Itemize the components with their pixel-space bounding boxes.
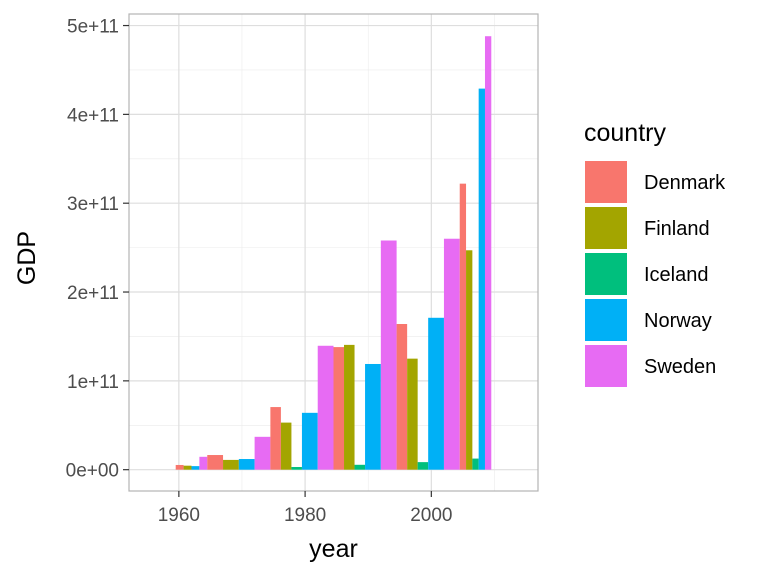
- bar-norway-2007: [478, 88, 485, 470]
- legend-label-norway: Norway: [644, 310, 712, 332]
- bar-finland-1997: [407, 358, 418, 470]
- legend-title: country: [584, 119, 666, 147]
- x-tick-label: 2000: [410, 505, 452, 526]
- y-axis-ticks: 0e+00 1e+11 2e+11 3e+11 4e+11 5e+11: [66, 17, 129, 482]
- bar-norway-1972: [238, 459, 255, 470]
- x-tick-label: 1960: [158, 505, 200, 526]
- x-axis-ticks: 1960 1980 2000: [158, 491, 452, 526]
- legend-key-sweden: [585, 345, 627, 387]
- y-tick-label: 4e+11: [67, 105, 119, 126]
- bar-norway-1962: [191, 466, 200, 470]
- bar-sweden-2007: [484, 36, 492, 470]
- bar-sweden-1982: [317, 345, 334, 470]
- bar-iceland-1997: [417, 462, 429, 470]
- legend-key-norway: [585, 299, 627, 341]
- legend-label-finland: Finland: [644, 218, 710, 240]
- bar-sweden-1992: [380, 240, 397, 470]
- x-axis-title: year: [309, 535, 358, 563]
- bar-iceland-2007: [472, 458, 479, 470]
- y-tick-label: 2e+11: [67, 283, 119, 304]
- bar-finland-1987: [344, 344, 355, 470]
- legend-label-denmark: Denmark: [644, 172, 726, 194]
- bars: [175, 36, 492, 470]
- panel-border: [128, 13, 539, 492]
- bar-iceland-1977: [291, 467, 302, 470]
- bar-finland-1962: [183, 465, 192, 470]
- legend: country Denmark Finland Iceland Norway Swede…: [584, 119, 726, 387]
- bar-denmark-1977: [270, 407, 281, 470]
- bar-denmark-1987: [333, 347, 345, 470]
- bar-sweden-2002: [443, 238, 460, 470]
- y-axis-title: GDP: [13, 231, 41, 285]
- y-tick-label: 3e+11: [67, 194, 119, 215]
- legend-key-finland: [585, 207, 627, 249]
- legend-label-sweden: Sweden: [644, 356, 716, 378]
- x-tick-label: 1980: [284, 505, 326, 526]
- y-tick-label: 1e+11: [67, 372, 119, 393]
- legend-key-iceland: [585, 253, 627, 295]
- bar-denmark-1967: [207, 455, 224, 470]
- bar-denmark-2007: [459, 183, 467, 470]
- bar-sweden-1962: [199, 456, 208, 470]
- bar-denmark-1962: [175, 464, 184, 470]
- y-tick-label: 0e+00: [66, 461, 119, 482]
- bar-sweden-1972: [254, 436, 271, 470]
- bar-norway-1982: [301, 412, 318, 470]
- bar-norway-1992: [365, 363, 381, 470]
- y-tick-label: 5e+11: [67, 17, 119, 38]
- bar-norway-2002: [428, 317, 444, 470]
- legend-label-iceland: Iceland: [644, 264, 709, 286]
- bar-denmark-1997: [396, 324, 408, 470]
- bar-finland-1967: [223, 459, 239, 470]
- bar-finland-2007: [466, 250, 473, 470]
- bar-iceland-1987: [354, 464, 366, 470]
- legend-key-denmark: [585, 161, 627, 203]
- bar-finland-1977: [280, 422, 292, 470]
